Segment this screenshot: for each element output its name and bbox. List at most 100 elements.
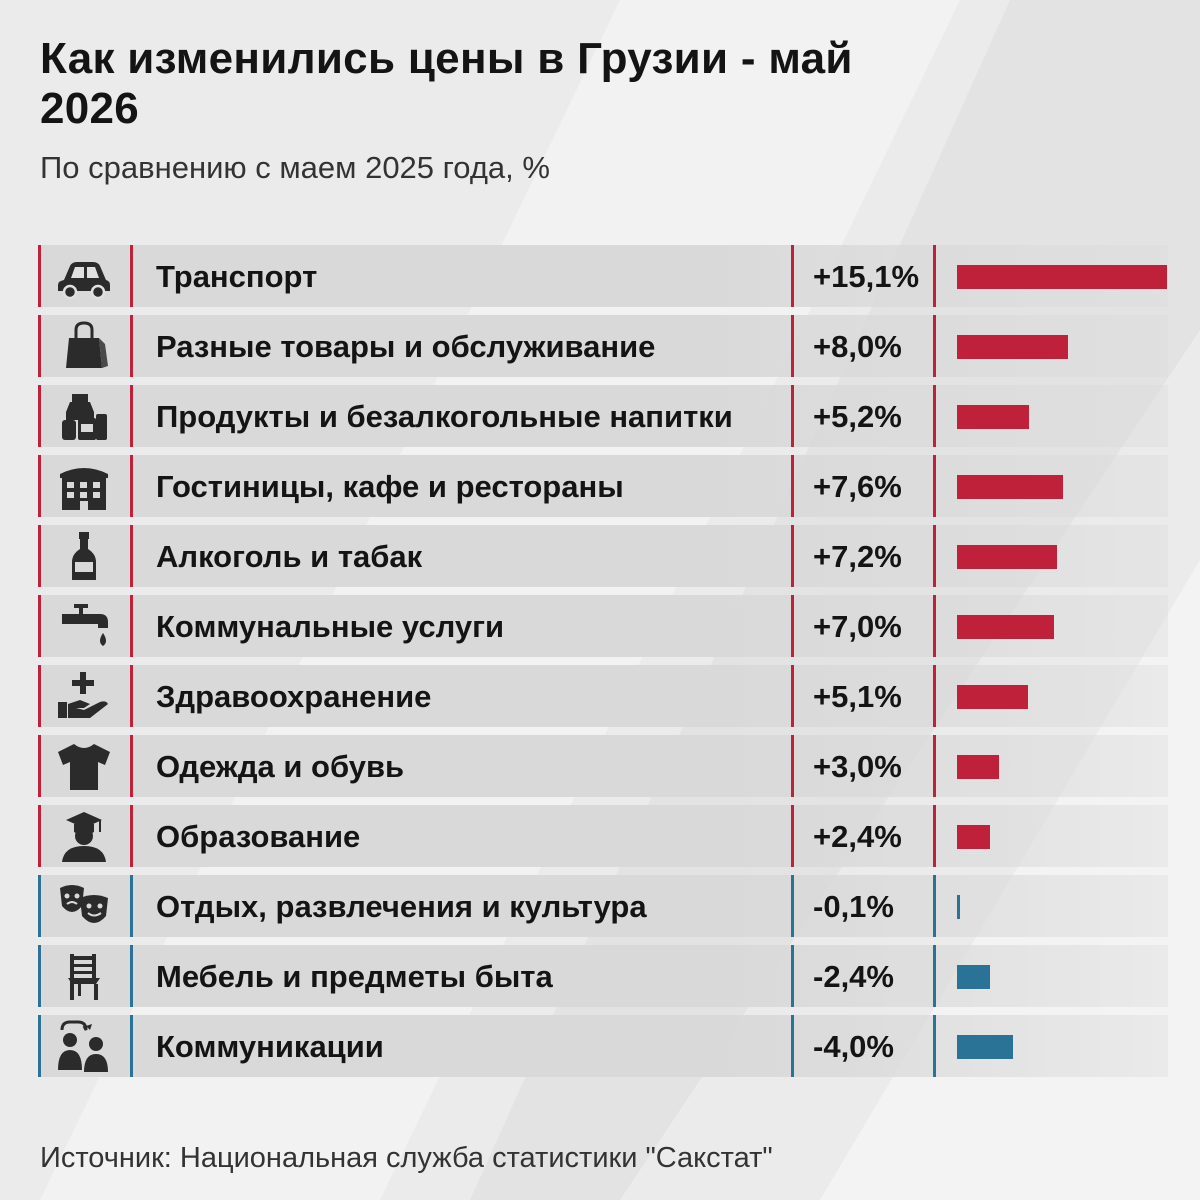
value-label: +2,4% [813, 819, 902, 854]
row-separator [933, 595, 936, 657]
bar-row: Мебель и предметы быта -2,4% [38, 945, 1198, 1007]
bar-row: Транспорт +15,1% [38, 245, 1198, 307]
category-label: Здравоохранение [156, 679, 432, 714]
row-separator [933, 875, 936, 937]
shopping-bag-icon [66, 321, 108, 368]
hotel-icon [60, 468, 108, 510]
row-separator [933, 735, 936, 797]
row-separator [791, 455, 794, 517]
row-background [38, 875, 1168, 937]
bar-row: Одежда и обувь +3,0% [38, 735, 1198, 797]
row-separator [130, 595, 133, 657]
bar [957, 335, 1069, 359]
category-label: Коммунальные услуги [156, 609, 505, 644]
bottle-icon [72, 532, 96, 580]
row-separator [38, 595, 41, 657]
row-separator [130, 665, 133, 727]
row-separator [791, 525, 794, 587]
value-label: +5,1% [813, 679, 902, 714]
row-separator [791, 875, 794, 937]
healthcare-hand-icon [58, 672, 108, 718]
category-label: Продукты и безалкогольные напитки [156, 399, 733, 434]
category-label: Разные товары и обслуживание [156, 329, 656, 364]
category-label: Коммуникации [156, 1029, 384, 1064]
bar-row: Образование +2,4% [38, 805, 1198, 867]
category-label: Транспорт [156, 259, 318, 294]
theater-masks-icon [60, 885, 108, 923]
row-separator [130, 875, 133, 937]
row-separator [933, 1015, 936, 1077]
bar-row: Разные товары и обслуживание +8,0% [38, 315, 1198, 377]
source-note: Источник: Национальная служба статистики… [40, 1142, 773, 1174]
row-separator [791, 595, 794, 657]
bar [957, 965, 991, 989]
car-icon [58, 262, 110, 300]
category-label: Мебель и предметы быта [156, 959, 553, 994]
row-separator [791, 1015, 794, 1077]
water-tap-icon [62, 604, 108, 646]
row-separator [38, 315, 41, 377]
category-label: Гостиницы, кафе и рестораны [156, 469, 624, 504]
row-separator [38, 875, 41, 937]
row-separator [130, 455, 133, 517]
bar [957, 475, 1063, 499]
row-separator [933, 385, 936, 447]
value-label: +15,1% [813, 259, 920, 294]
value-label: +7,6% [813, 469, 902, 504]
bar-row: Продукты и безалкогольные напитки +5,2% [38, 385, 1198, 447]
row-separator [130, 1015, 133, 1077]
chart-title: Как изменились цены в Грузии - май 2026 [40, 34, 853, 133]
bar-row: Коммунальные услуги +7,0% [38, 595, 1198, 657]
row-separator [38, 805, 41, 867]
row-separator [933, 315, 936, 377]
bar-row: Отдых, развлечения и культура -0,1% [38, 875, 1198, 937]
row-separator [791, 385, 794, 447]
row-separator [130, 385, 133, 447]
row-separator [130, 315, 133, 377]
value-label: -2,4% [813, 959, 894, 994]
category-label: Отдых, развлечения и культура [156, 889, 647, 924]
row-separator [791, 315, 794, 377]
value-label: +8,0% [813, 329, 902, 364]
bar-chart: Транспорт +15,1% Разные товары и обслужива… [38, 245, 1198, 1085]
row-separator [38, 665, 41, 727]
row-separator [791, 665, 794, 727]
category-label: Образование [156, 819, 361, 854]
row-separator [791, 735, 794, 797]
bar [957, 685, 1028, 709]
row-separator [130, 245, 133, 307]
row-separator [130, 735, 133, 797]
row-separator [791, 245, 794, 307]
row-separator [791, 945, 794, 1007]
people-communication-icon [58, 1020, 108, 1072]
row-separator [38, 735, 41, 797]
value-label: -4,0% [813, 1029, 894, 1064]
tshirt-icon [58, 744, 110, 790]
bar [957, 825, 991, 849]
row-separator [38, 385, 41, 447]
row-separator [933, 525, 936, 587]
value-label: +7,0% [813, 609, 902, 644]
row-separator [130, 525, 133, 587]
row-separator [933, 805, 936, 867]
row-separator [130, 805, 133, 867]
row-separator [933, 245, 936, 307]
bar-row: Гостиницы, кафе и рестораны +7,6% [38, 455, 1198, 517]
value-label: +7,2% [813, 539, 902, 574]
bar-row: Здравоохранение +5,1% [38, 665, 1198, 727]
row-separator [38, 1015, 41, 1077]
row-separator [38, 455, 41, 517]
bar [957, 755, 999, 779]
row-separator [130, 945, 133, 1007]
bar [957, 265, 1167, 289]
row-separator [38, 525, 41, 587]
chair-icon [68, 954, 100, 1000]
row-separator [933, 945, 936, 1007]
row-separator [791, 805, 794, 867]
category-label: Одежда и обувь [156, 749, 405, 784]
groceries-icon [62, 394, 107, 440]
bar [957, 405, 1030, 429]
chart-subtitle: По сравнению с маем 2025 года, % [40, 150, 550, 185]
category-label: Алкоголь и табак [156, 539, 423, 574]
row-separator [933, 455, 936, 517]
